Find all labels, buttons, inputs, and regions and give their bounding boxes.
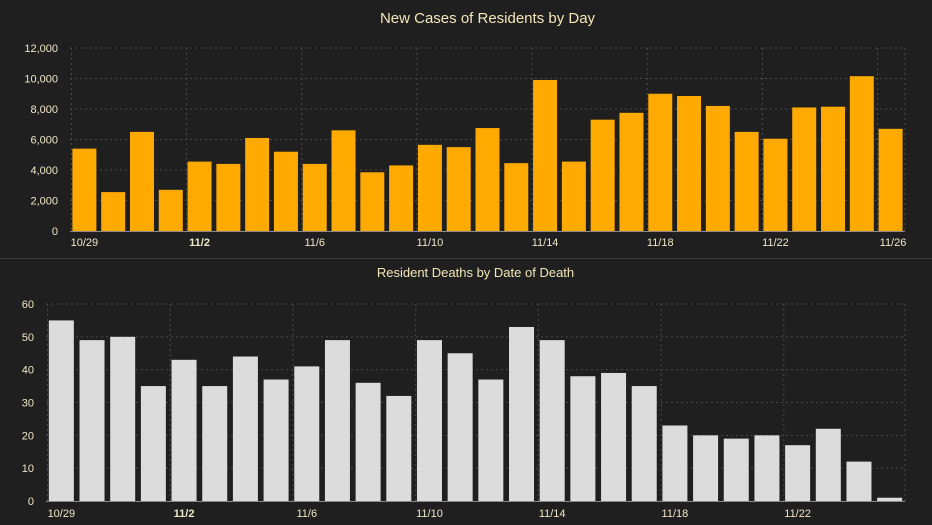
bar-11-23 xyxy=(792,107,817,231)
bar-11-10 xyxy=(416,340,442,501)
bar-10-29 xyxy=(72,148,97,231)
y-tick-label: 8,000 xyxy=(30,104,58,116)
x-tick-label: 11/22 xyxy=(762,237,789,249)
y-tick-label: 10 xyxy=(22,463,34,475)
x-tick-label: 11/14 xyxy=(532,237,559,249)
x-tick-label: 11/22 xyxy=(784,508,811,520)
chart-title: New Cases of Residents by Day xyxy=(380,10,596,27)
bar-11-14 xyxy=(539,340,565,501)
x-tick-label: 11/18 xyxy=(662,508,689,520)
bar-11-18 xyxy=(648,93,673,231)
bar-11-5 xyxy=(263,379,289,501)
x-tick-label: 11/2 xyxy=(189,237,210,249)
x-tick-label: 11/10 xyxy=(417,237,444,249)
y-tick-label: 30 xyxy=(22,398,34,410)
bar-11-19 xyxy=(677,96,702,231)
bar-11-21 xyxy=(734,131,759,231)
cases-chart-panel: New Cases of Residents by Day 0 2,000 4,000… xyxy=(0,0,932,258)
x-tick-label: 10/29 xyxy=(71,237,99,249)
y-tick-label: 2,000 xyxy=(30,196,58,208)
bar-11-19 xyxy=(693,435,719,501)
bar-10-31 xyxy=(110,336,136,501)
bar-11-1 xyxy=(140,386,166,501)
bar-11-8 xyxy=(360,172,385,231)
bar-11-2 xyxy=(187,161,212,231)
x-tick-label: 11/14 xyxy=(539,508,566,520)
cases-chart: New Cases of Residents by Day 0 2,000 4,000… xyxy=(24,10,907,249)
bar-10-31 xyxy=(129,131,154,231)
bar-11-2 xyxy=(171,359,197,501)
bar-11-3 xyxy=(202,386,228,501)
bar-11-26 xyxy=(878,128,903,231)
bar-10-30 xyxy=(101,192,126,231)
y-tick-label: 10,000 xyxy=(24,74,58,86)
deaths-chart-panel: Resident Deaths by Date of Death 0 10 20 30 4… xyxy=(0,258,932,525)
chart-title: Resident Deaths by Date of Death xyxy=(377,265,574,280)
bar-11-9 xyxy=(389,165,414,231)
x-tick-label: 11/26 xyxy=(880,237,907,249)
bar-11-18 xyxy=(662,425,688,501)
bar-11-4 xyxy=(245,137,270,231)
bar-11-6 xyxy=(302,163,327,231)
bar-11-23 xyxy=(815,428,841,501)
bar-11-5 xyxy=(273,151,298,231)
y-tick-label: 60 xyxy=(22,299,34,311)
bar-11-17 xyxy=(631,386,657,501)
bar-11-12 xyxy=(475,128,500,231)
x-tick-label: 10/29 xyxy=(48,508,76,520)
bar-11-20 xyxy=(705,105,730,231)
bar-11-4 xyxy=(232,356,258,501)
bar-11-25 xyxy=(849,76,874,232)
bar-11-8 xyxy=(355,382,381,501)
bar-11-6 xyxy=(294,366,320,501)
bar-11-1 xyxy=(158,189,183,231)
bar-11-9 xyxy=(386,395,412,501)
bar-10-30 xyxy=(79,340,105,501)
bar-11-11 xyxy=(447,353,473,501)
x-tick-label: 11/2 xyxy=(174,508,195,520)
bar-11-14 xyxy=(533,80,558,232)
x-tick-label: 11/10 xyxy=(416,508,443,520)
bar-11-16 xyxy=(590,119,615,231)
bar-11-7 xyxy=(324,340,350,501)
bar-11-21 xyxy=(754,435,780,501)
y-tick-label: 20 xyxy=(22,430,34,442)
bar-11-12 xyxy=(478,379,504,501)
y-tick-label: 40 xyxy=(22,365,34,377)
y-tick-label: 6,000 xyxy=(30,135,58,147)
deaths-chart: Resident Deaths by Date of Death 0 10 20 30 4… xyxy=(22,265,906,520)
bar-11-22 xyxy=(763,138,788,231)
y-tick-label: 4,000 xyxy=(30,165,58,177)
bar-11-16 xyxy=(601,372,627,501)
bar-11-13 xyxy=(504,163,529,231)
bar-11-24 xyxy=(846,461,872,501)
bar-11-20 xyxy=(723,438,749,501)
bar-11-22 xyxy=(785,445,811,501)
bar-11-15 xyxy=(570,376,596,501)
bar-10-29 xyxy=(48,320,74,501)
bar-11-15 xyxy=(561,161,586,231)
bar-11-17 xyxy=(619,112,644,231)
bar-11-7 xyxy=(331,130,356,231)
bar-11-11 xyxy=(446,147,471,231)
x-tick-label: 11/6 xyxy=(304,237,325,249)
y-tick-label: 0 xyxy=(28,496,34,508)
bar-11-10 xyxy=(417,144,442,231)
x-tick-label: 11/18 xyxy=(647,237,674,249)
bar-11-13 xyxy=(509,326,535,501)
bar-11-25 xyxy=(877,497,903,501)
bar-11-3 xyxy=(216,163,241,231)
x-tick-label: 11/6 xyxy=(296,508,317,520)
bar-11-24 xyxy=(821,106,846,231)
y-tick-label: 0 xyxy=(52,226,58,238)
y-tick-label: 50 xyxy=(22,332,34,344)
y-tick-label: 12,000 xyxy=(24,43,58,55)
